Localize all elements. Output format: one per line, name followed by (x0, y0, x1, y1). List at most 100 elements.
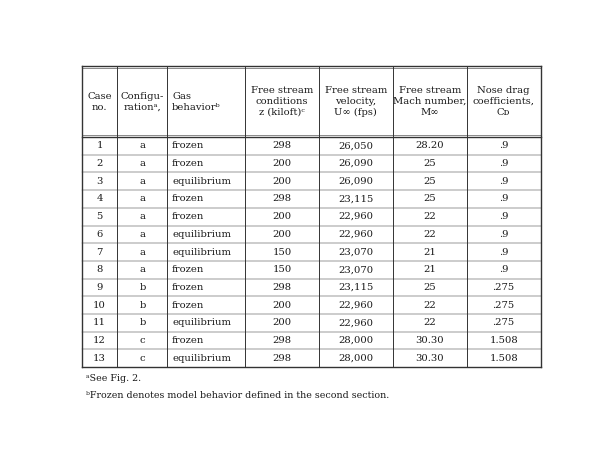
Text: a: a (140, 265, 146, 274)
Text: 6: 6 (97, 230, 103, 239)
Text: 23,070: 23,070 (338, 265, 373, 274)
Text: frozen: frozen (172, 212, 205, 221)
Text: 298: 298 (273, 354, 291, 363)
Text: equilibrium: equilibrium (172, 318, 231, 327)
Text: 11: 11 (93, 318, 106, 327)
Text: equilibrium: equilibrium (172, 354, 231, 363)
Text: 28,000: 28,000 (338, 354, 373, 363)
Text: 1.508: 1.508 (489, 354, 518, 363)
Text: .9: .9 (499, 230, 509, 239)
Text: .9: .9 (499, 195, 509, 203)
Text: Free stream
Mach number,
M∞: Free stream Mach number, M∞ (393, 87, 466, 117)
Text: Free stream
velocity,
U∞ (fps): Free stream velocity, U∞ (fps) (325, 86, 387, 117)
Text: 2: 2 (97, 159, 103, 168)
Text: Free stream
conditions
z (kiloft)ᶜ: Free stream conditions z (kiloft)ᶜ (251, 87, 313, 117)
Text: 22: 22 (423, 318, 436, 327)
Text: 28,000: 28,000 (338, 336, 373, 345)
Text: b: b (139, 318, 146, 327)
Text: 21: 21 (423, 247, 436, 256)
Text: 23,070: 23,070 (338, 247, 373, 256)
Text: .9: .9 (499, 159, 509, 168)
Text: c: c (140, 336, 145, 345)
Text: 1.508: 1.508 (489, 336, 518, 345)
Text: 22: 22 (423, 212, 436, 221)
Text: 21: 21 (423, 265, 436, 274)
Text: c: c (140, 354, 145, 363)
Text: Case
no.: Case no. (87, 92, 112, 111)
Text: b: b (139, 283, 146, 292)
Text: .9: .9 (499, 142, 509, 150)
Text: 200: 200 (273, 318, 291, 327)
Text: 26,050: 26,050 (338, 142, 373, 150)
Text: 22,960: 22,960 (338, 212, 373, 221)
Text: 200: 200 (273, 230, 291, 239)
Text: frozen: frozen (172, 159, 205, 168)
Text: Nose drag
coefficients,
Cᴅ: Nose drag coefficients, Cᴅ (473, 87, 535, 117)
Text: 298: 298 (273, 195, 291, 203)
Text: frozen: frozen (172, 142, 205, 150)
Text: a: a (140, 230, 146, 239)
Text: 30.30: 30.30 (415, 354, 444, 363)
Text: Gas
behaviorᵇ: Gas behaviorᵇ (172, 92, 221, 111)
Text: 150: 150 (272, 247, 291, 256)
Text: 200: 200 (273, 212, 291, 221)
Text: frozen: frozen (172, 336, 205, 345)
Text: equilibrium: equilibrium (172, 247, 231, 256)
Text: 25: 25 (423, 283, 436, 292)
Text: a: a (140, 195, 146, 203)
Text: 26,090: 26,090 (338, 159, 373, 168)
Text: 28.20: 28.20 (415, 142, 444, 150)
Text: 298: 298 (273, 283, 291, 292)
Text: 22,960: 22,960 (338, 230, 373, 239)
Text: .275: .275 (492, 300, 515, 310)
Text: 298: 298 (273, 142, 291, 150)
Text: frozen: frozen (172, 283, 205, 292)
Text: .9: .9 (499, 265, 509, 274)
Text: a: a (140, 142, 146, 150)
Text: 13: 13 (93, 354, 106, 363)
Text: 7: 7 (97, 247, 103, 256)
Text: frozen: frozen (172, 265, 205, 274)
Text: .9: .9 (499, 177, 509, 186)
Text: ᵇFrozen denotes model behavior defined in the second section.: ᵇFrozen denotes model behavior defined i… (86, 391, 390, 400)
Text: b: b (139, 300, 146, 310)
Text: frozen: frozen (172, 300, 205, 310)
Text: 3: 3 (97, 177, 103, 186)
Text: 10: 10 (93, 300, 106, 310)
Text: 30.30: 30.30 (415, 336, 444, 345)
Text: 200: 200 (273, 177, 291, 186)
Text: frozen: frozen (172, 195, 205, 203)
Text: 200: 200 (273, 300, 291, 310)
Text: .275: .275 (492, 283, 515, 292)
Text: a: a (140, 159, 146, 168)
Text: 23,115: 23,115 (338, 283, 373, 292)
Text: equilibrium: equilibrium (172, 230, 231, 239)
Text: Configu-
rationᵃ,: Configu- rationᵃ, (121, 92, 164, 111)
Text: 12: 12 (93, 336, 106, 345)
Text: 200: 200 (273, 159, 291, 168)
Text: 25: 25 (423, 159, 436, 168)
Text: 25: 25 (423, 177, 436, 186)
Text: 22,960: 22,960 (338, 300, 373, 310)
Text: 298: 298 (273, 336, 291, 345)
Text: 26,090: 26,090 (338, 177, 373, 186)
Text: 1: 1 (97, 142, 103, 150)
Text: 5: 5 (97, 212, 103, 221)
Text: a: a (140, 247, 146, 256)
Text: 25: 25 (423, 195, 436, 203)
Text: 8: 8 (97, 265, 103, 274)
Text: 22: 22 (423, 230, 436, 239)
Text: ᵃSee Fig. 2.: ᵃSee Fig. 2. (86, 374, 141, 383)
Text: equilibrium: equilibrium (172, 177, 231, 186)
Text: 9: 9 (97, 283, 103, 292)
Text: 22: 22 (423, 300, 436, 310)
Text: .275: .275 (492, 318, 515, 327)
Text: 150: 150 (272, 265, 291, 274)
Text: 4: 4 (97, 195, 103, 203)
Text: .9: .9 (499, 212, 509, 221)
Text: 22,960: 22,960 (338, 318, 373, 327)
Text: a: a (140, 212, 146, 221)
Text: 23,115: 23,115 (338, 195, 373, 203)
Text: .9: .9 (499, 247, 509, 256)
Text: a: a (140, 177, 146, 186)
